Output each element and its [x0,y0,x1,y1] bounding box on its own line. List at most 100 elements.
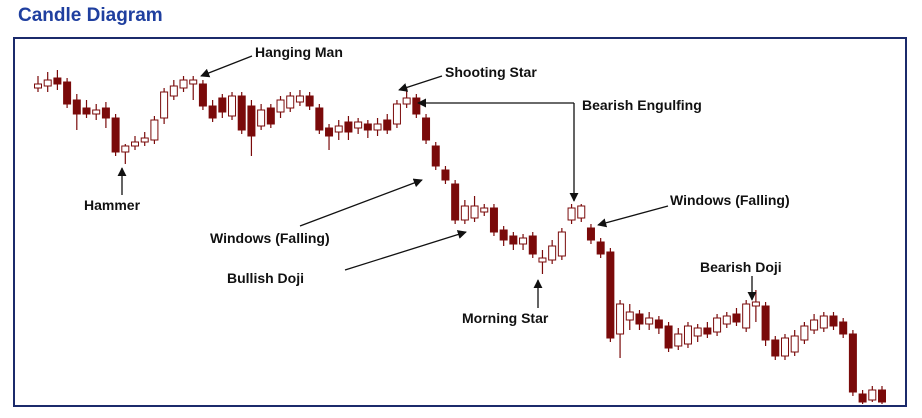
candle-body [664,325,673,349]
candle-body [160,91,169,119]
candle-body [732,313,741,323]
candle-body [63,81,72,105]
candle-body [121,145,130,153]
arrow [200,55,253,78]
candle-body [101,107,110,119]
annotation-label: Bullish Doji [227,270,304,286]
candle-body [315,107,324,131]
candles [34,70,886,404]
candle-body [751,301,760,307]
candle-body [780,337,789,357]
candle-body [771,339,780,357]
candle-body [722,315,731,325]
candle-body [402,97,411,105]
candle-body [625,311,634,321]
candle-body [82,107,91,115]
candle-body [72,99,81,115]
annotation-label: Bearish Doji [700,259,782,275]
candle-body [451,183,460,221]
candle-body [111,117,120,153]
candle-body [499,229,508,241]
candle-body [169,85,178,97]
candle-body [528,235,537,255]
candle-body [577,205,586,219]
annotation-label: Windows (Falling) [670,192,790,208]
candle-body [198,83,207,107]
candle-body [683,325,692,345]
candle-body [616,303,625,335]
candle-body [557,231,566,257]
candle-body [761,305,770,341]
candle-body [645,317,654,325]
candle-body [286,95,295,109]
candle-body [742,303,751,329]
candle-body [247,105,256,137]
candle-body [179,79,188,89]
arrow [398,75,443,92]
candle-body [34,83,42,89]
candle-body [325,127,334,137]
candle-body [266,107,275,125]
candle-body [53,77,62,85]
candle-body [790,335,799,353]
arrow [597,205,669,228]
candle-body [276,99,285,113]
candle-body [829,315,838,327]
candle-body [674,333,683,347]
candle-body [237,95,246,131]
chart-title: Candle Diagram [18,5,163,26]
candle-body [596,241,605,255]
candle-body [43,79,52,87]
annotation-label: Windows (Falling) [210,230,330,246]
candle-body [295,95,304,103]
candle-body [373,123,382,131]
candle-body [839,321,848,335]
candle-body [460,205,469,221]
candle-body [470,205,479,219]
candle-body [334,125,343,133]
candle-body [654,319,663,329]
candle-body [693,327,702,337]
candle-body [431,145,440,167]
candle-body [441,169,450,181]
candle-body [713,317,722,333]
candle-body [383,119,392,131]
candle-body [519,237,528,245]
candle-body [422,117,431,141]
candle-body [228,95,237,117]
candle-body [489,207,498,233]
candle-body [819,315,828,329]
candle-body [363,123,372,131]
candle-body [150,119,159,141]
candle-body [392,103,401,125]
candle-body [868,389,877,401]
candle-body [548,245,557,261]
candle-body [208,105,217,119]
annotation-label: Bearish Engulfing [582,97,702,113]
arrow [344,230,467,271]
candle-body [567,207,576,221]
annotation-label: Hanging Man [255,44,343,60]
candle-body [412,97,421,115]
annotations: Hanging Man Shooting Star Bearish Engulfin… [84,44,790,326]
arrow [299,178,423,227]
candle-body [878,389,886,403]
candle-body [344,121,353,133]
candle-body [606,251,615,339]
candle-body [810,319,819,331]
candle-body [509,235,518,245]
candle-body [635,313,644,325]
candle-body [140,137,149,143]
candle-body [848,333,857,393]
annotation-label: Morning Star [462,310,549,326]
candle-body [257,109,266,127]
annotation-label: Hammer [84,197,141,213]
candle-body [189,79,198,85]
candle-body [305,95,314,107]
candle-body [800,325,809,341]
candle-body [218,97,227,113]
candle-body [586,227,595,241]
candle-body [131,141,140,147]
candle-body [92,109,101,115]
